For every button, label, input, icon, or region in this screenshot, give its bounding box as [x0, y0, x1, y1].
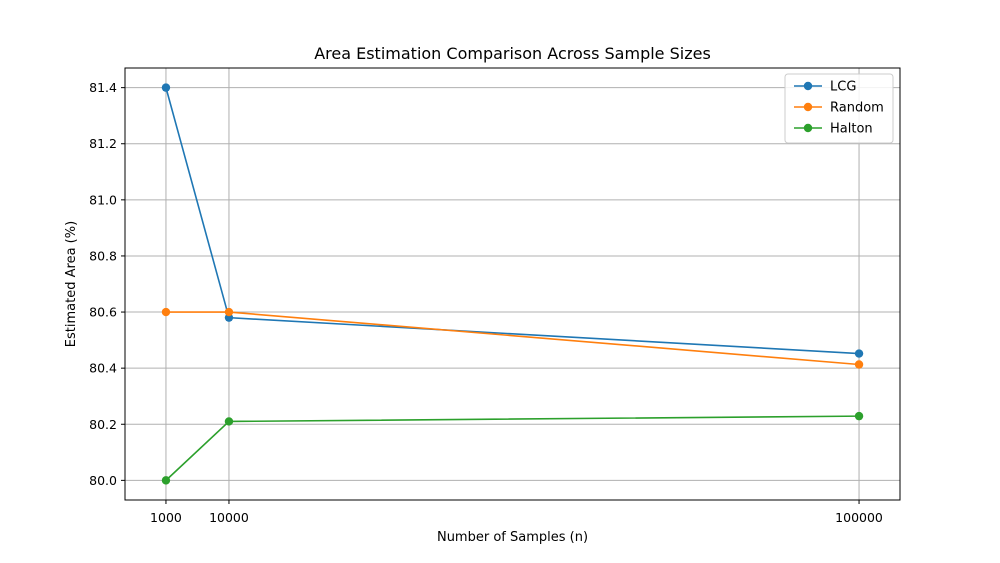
legend-marker-lcg [803, 81, 813, 91]
y-tick-label: 80.2 [89, 417, 117, 432]
legend-marker-halton [803, 123, 813, 133]
series-layer [161, 83, 864, 485]
data-point-lcg [161, 83, 171, 92]
x-tick-label: 100000 [835, 510, 883, 525]
data-point-random [854, 360, 864, 369]
data-point-random [161, 307, 171, 317]
y-axis-label: Estimated Area (%) [64, 221, 79, 347]
x-tick-label: 10000 [209, 510, 249, 525]
y-tick-label: 81.4 [89, 80, 117, 95]
legend-marker-random [803, 102, 813, 112]
legend: LCG Random Halton [784, 73, 894, 144]
y-tick-label: 81.0 [89, 192, 117, 207]
y-tick-label: 80.4 [89, 361, 117, 376]
legend-label-random: Random [830, 101, 884, 116]
x-tick-label: 1000 [150, 510, 182, 525]
legend-label-halton: Halton [830, 122, 873, 137]
data-point-halton [854, 411, 864, 421]
data-point-halton [224, 417, 234, 426]
axis-ticks: 1000 10000 100000 80.0 80.2 80.4 80.6 80.8 81.0 8… [89, 80, 883, 525]
legend-label-lcg: LCG [830, 80, 856, 95]
y-tick-label: 80.0 [89, 473, 117, 488]
x-axis-label: Number of Samples (n) [437, 530, 588, 545]
legend-box [784, 73, 894, 144]
grid [125, 68, 900, 500]
data-point-halton [161, 476, 171, 485]
y-tick-label: 80.6 [89, 305, 117, 320]
data-point-lcg [854, 349, 864, 358]
series-line-halton [165, 415, 860, 481]
chart-title: Area Estimation Comparison Across Sample… [314, 44, 711, 63]
y-tick-label: 80.8 [89, 248, 117, 263]
series-line-lcg [165, 87, 860, 355]
plot-frame [124, 67, 901, 501]
data-point-random [224, 307, 234, 317]
y-tick-label: 81.2 [89, 136, 117, 151]
